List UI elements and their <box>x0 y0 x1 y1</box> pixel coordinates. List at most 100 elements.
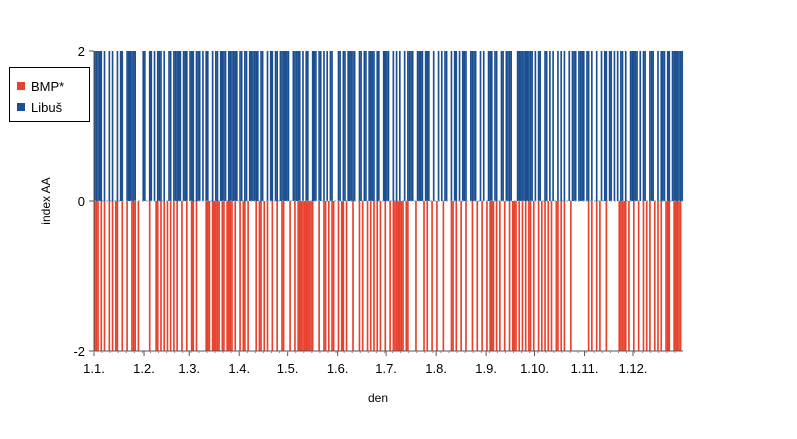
bar-bmp-day-241 <box>481 201 483 351</box>
bar-bmp-day-52 <box>176 201 178 351</box>
bar-libus-day-168 <box>363 51 366 201</box>
bar-bmp-day-181 <box>384 201 387 351</box>
bar-libus-day-268 <box>524 51 527 201</box>
bar-bmp-day-184 <box>389 201 391 351</box>
bar-libus-day-68 <box>202 51 204 201</box>
bar-bmp-day-18 <box>121 201 124 351</box>
bar-libus-day-283 <box>549 51 551 201</box>
bar-bmp-day-146 <box>327 201 330 351</box>
bar-libus-day-108 <box>266 51 269 201</box>
bar-libus-day-337 <box>636 51 638 201</box>
bar-bmp-day-170 <box>366 201 369 351</box>
bar-libus-day-299 <box>574 51 577 201</box>
bar-libus-day-339 <box>639 51 642 201</box>
bar-bmp-day-81 <box>223 201 225 351</box>
bar-libus-day-325 <box>616 51 619 201</box>
bar-bmp-day-174 <box>373 201 375 351</box>
bar-bmp-day-258 <box>508 201 511 351</box>
bar-bmp-day-103 <box>258 201 261 351</box>
bar-libus-day-250 <box>495 51 498 201</box>
bar-libus-day-101 <box>255 51 258 201</box>
bar-libus-day-211 <box>432 51 435 201</box>
bar-libus-day-356 <box>666 51 669 201</box>
bar-libus-day-143 <box>323 51 325 201</box>
bar-bmp-day-330 <box>624 201 627 351</box>
bar-libus-day-84 <box>227 51 230 201</box>
bar-libus-day-302 <box>579 51 582 201</box>
bar-bmp-day-133 <box>307 201 309 351</box>
bar-libus-day-79 <box>219 51 222 201</box>
bar-bmp-day-78 <box>218 201 220 351</box>
bar-bmp-day-88 <box>234 201 237 351</box>
bar-libus-day-31 <box>142 51 145 201</box>
bar-libus-day-253 <box>500 51 503 201</box>
bar-bmp-day-77 <box>216 201 219 351</box>
bar-libus-day-180 <box>382 51 385 201</box>
bar-bmp-day-326 <box>618 201 621 351</box>
bar-libus-day-218 <box>444 51 446 201</box>
bar-libus-day-7 <box>103 51 106 201</box>
bar-libus-day-263 <box>516 51 519 201</box>
bar-bmp-day-167 <box>361 201 364 351</box>
bar-libus-day-114 <box>276 51 278 201</box>
bar-bmp-day-127 <box>297 201 299 351</box>
bar-libus-day-140 <box>318 51 320 201</box>
bar-bmp-day-76 <box>215 201 217 351</box>
bar-libus-day-341 <box>642 51 645 201</box>
bar-bmp-day-186 <box>392 201 395 351</box>
bar-bmp-day-132 <box>305 201 308 351</box>
bar-libus-day-240 <box>479 51 482 201</box>
bar-libus-day-162 <box>353 51 356 201</box>
bar-bmp-day-360 <box>673 201 675 351</box>
bar-bmp-day-250 <box>495 201 498 351</box>
bar-bmp-day-282 <box>547 201 550 351</box>
bar-libus-day-242 <box>482 51 485 201</box>
bar-bmp-day-268 <box>524 201 527 351</box>
bar-libus-day-161 <box>352 51 354 201</box>
bar-libus-day-230 <box>463 51 466 201</box>
bar-bmp-day-192 <box>402 201 404 351</box>
bar-bmp-day-343 <box>645 201 648 351</box>
bar-bmp-day-223 <box>452 201 454 351</box>
bar-bmp-day-332 <box>628 201 630 351</box>
bar-libus-day-160 <box>350 51 353 201</box>
bar-bmp-day-350 <box>657 201 659 351</box>
bar-bmp-day-292 <box>563 201 566 351</box>
bar-bmp-day-86 <box>231 201 233 351</box>
bar-libus-day-288 <box>557 51 559 201</box>
bar-libus-day-335 <box>632 51 635 201</box>
bar-libus-day-183 <box>387 51 390 201</box>
bar-bmp-day-144 <box>324 201 327 351</box>
bar-libus-day-92 <box>240 51 243 201</box>
bar-bmp-day-356 <box>666 201 669 351</box>
legend-label-bmp: BMP* <box>31 78 65 94</box>
bar-bmp-day-287 <box>555 201 558 351</box>
bar-libus-day-89 <box>236 51 238 201</box>
bar-libus-day-336 <box>634 51 637 201</box>
bar-libus-day-298 <box>573 51 575 201</box>
bar-bmp-day-157 <box>345 201 348 351</box>
bar-bmp-day-261 <box>513 201 516 351</box>
bar-libus-day-54 <box>179 51 182 201</box>
bar-libus-day-98 <box>250 51 253 201</box>
bar-bmp-day-248 <box>492 201 495 351</box>
bar-libus-day-105 <box>261 51 264 201</box>
bar-libus-day-257 <box>507 51 509 201</box>
bar-bmp-day-84 <box>227 201 230 351</box>
bar-libus-day-166 <box>360 51 362 201</box>
bar-libus-day-347 <box>652 51 654 201</box>
bar-bmp-day-328 <box>621 201 624 351</box>
bar-bmp-day-108 <box>266 201 269 351</box>
bar-libus-day-24 <box>131 51 133 201</box>
bar-libus-day-156 <box>344 51 346 201</box>
bar-libus-day-361 <box>674 51 677 201</box>
bar-libus-day-153 <box>339 51 341 201</box>
bar-libus-day-95 <box>245 51 248 201</box>
bar-libus-day-44 <box>163 51 166 201</box>
x-tick-label: 1.9. <box>475 361 497 376</box>
bar-libus-day-297 <box>571 51 574 201</box>
bar-libus-day-35 <box>148 51 151 201</box>
bar-bmp-day-129 <box>300 201 303 351</box>
bar-bmp-day-55 <box>181 201 183 351</box>
bar-libus-day-292 <box>563 51 566 201</box>
